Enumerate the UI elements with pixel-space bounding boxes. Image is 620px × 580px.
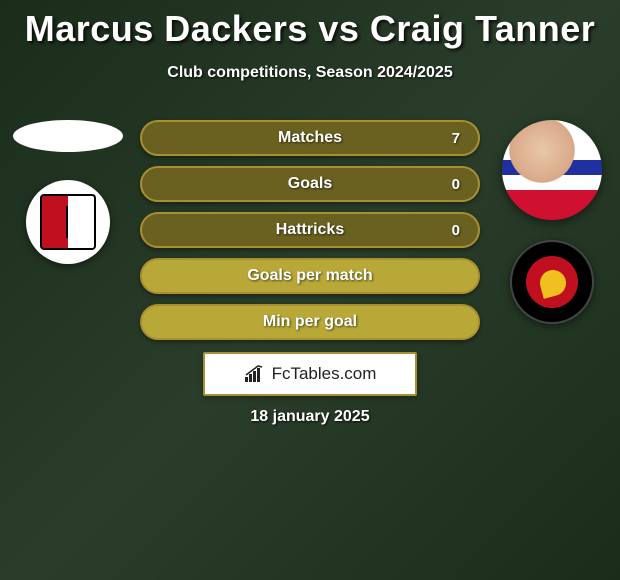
player-photo-placeholder [13,120,123,152]
page-title: Marcus Dackers vs Craig Tanner [0,0,620,50]
stat-value: 0 [452,222,460,239]
right-column [492,120,612,324]
brand-text: FcTables.com [272,364,377,384]
stat-label: Matches [278,129,342,147]
brand-chart-icon [244,365,266,383]
brand-box[interactable]: FcTables.com [203,352,417,396]
stat-pill: Min per goal [140,304,480,340]
subtitle: Club competitions, Season 2024/2025 [0,64,620,82]
date-label: 18 january 2025 [0,408,620,426]
stat-pill: Goals per match [140,258,480,294]
club-badge-left [26,180,110,264]
stat-pill: Goals 0 [140,166,480,202]
stat-label: Min per goal [263,313,357,331]
stat-label: Hattricks [276,221,344,239]
stats-container: Matches 7 Goals 0 Hattricks 0 Goals per match M… [140,120,480,340]
left-column [8,120,128,264]
stat-pill: Matches 7 [140,120,480,156]
player-photo-right [502,120,602,220]
stat-value: 7 [452,130,460,147]
stat-value: 0 [452,176,460,193]
stat-pill: Hattricks 0 [140,212,480,248]
stat-label: Goals [288,175,332,193]
club-badge-right [510,240,594,324]
stat-label: Goals per match [247,267,372,285]
